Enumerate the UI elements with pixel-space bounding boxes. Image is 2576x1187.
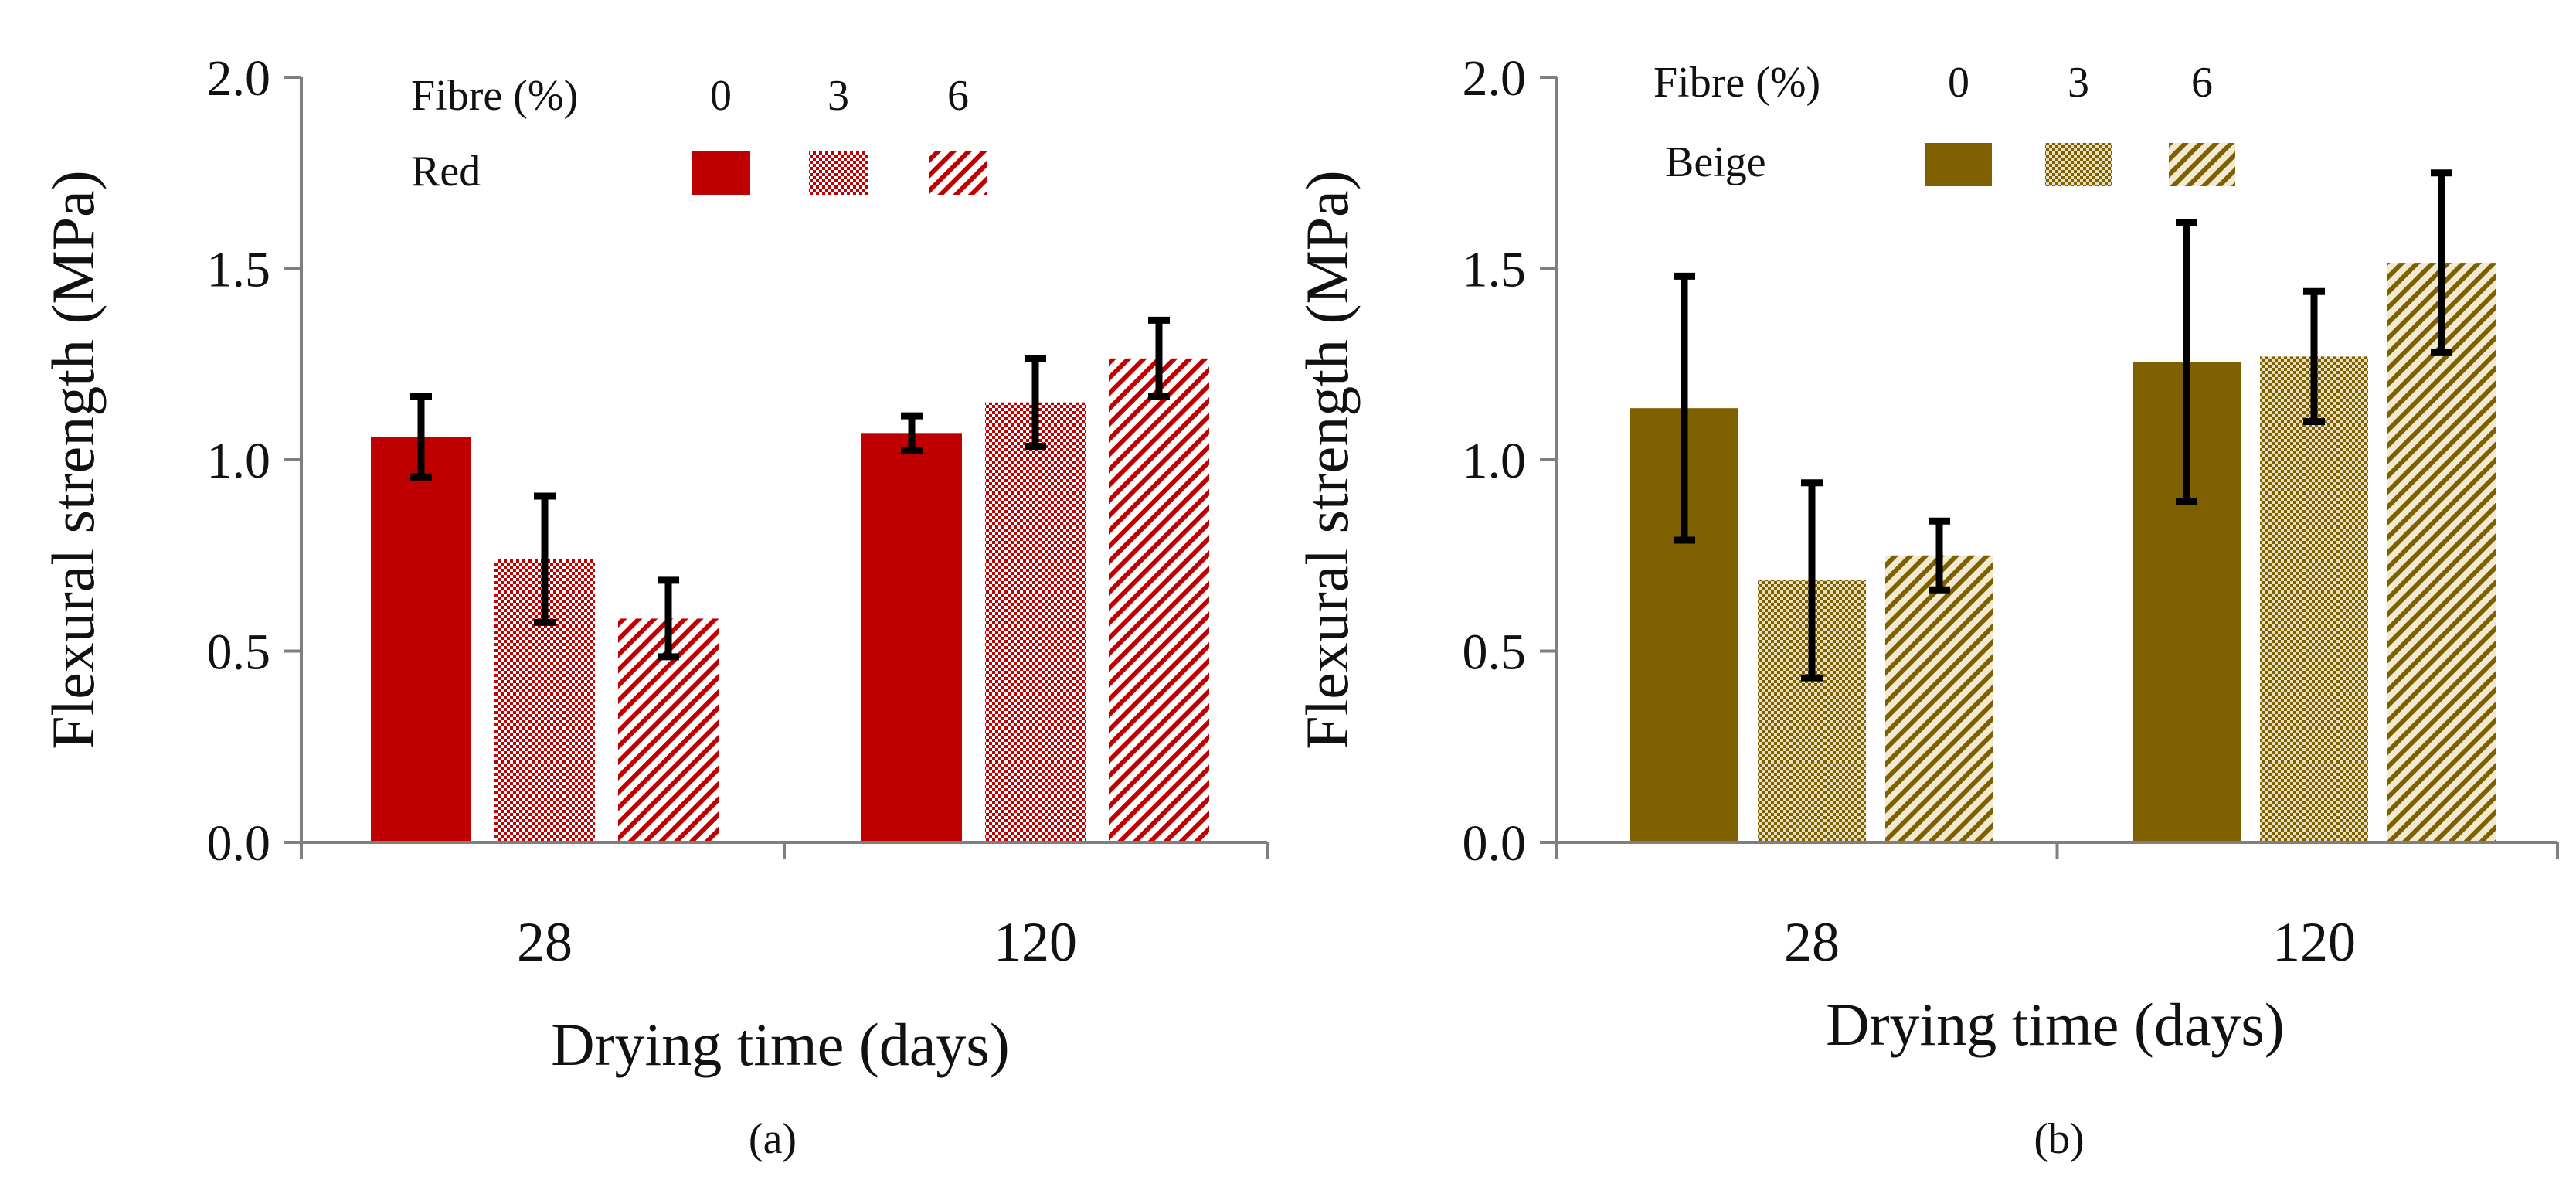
legend-entry-label: 3 [828, 72, 849, 120]
error-bar-group [1674, 169, 2452, 682]
y-tick-labels: 0.0 0.5 1.0 1.5 2.0 [1463, 50, 1527, 872]
legend-swatches [692, 151, 987, 195]
error-bar [534, 492, 556, 626]
legend-swatch [2169, 143, 2235, 186]
legend-swatch [809, 151, 868, 195]
error-bar [901, 412, 923, 454]
bar-group [371, 358, 1209, 842]
bar [371, 437, 471, 842]
bar [1109, 358, 1209, 842]
bar [861, 433, 962, 842]
legend-swatch [1925, 143, 1992, 186]
y-tick-label: 0.0 [207, 815, 271, 872]
x-category-label: 120 [2272, 911, 2356, 973]
bar-group [1630, 263, 2496, 843]
legend-title: Fibre (%) [411, 72, 578, 120]
axes [284, 76, 1269, 859]
bar [985, 402, 1086, 842]
error-bar [1801, 479, 1823, 682]
chart-panel-a: 0.0 0.5 1.0 1.5 2.0 28 120 Drying time (… [39, 50, 1269, 1163]
y-tick-label: 0.5 [207, 624, 271, 681]
y-tick-label: 1.0 [207, 433, 271, 489]
y-tick-label: 1.5 [207, 242, 271, 298]
y-tick-label: 1.0 [1463, 433, 1527, 489]
bar [2260, 356, 2368, 843]
x-category-labels: 28 120 [1784, 911, 2356, 973]
x-axis-title: Drying time (days) [551, 1011, 1010, 1078]
error-bar [1674, 272, 1695, 544]
error-bar [2176, 219, 2197, 505]
x-category-label: 120 [994, 911, 1077, 973]
y-tick-label: 2.0 [1463, 50, 1527, 107]
y-tick-label: 2.0 [207, 50, 271, 107]
error-bar [1025, 355, 1046, 451]
bar [2387, 263, 2496, 842]
y-tick-labels: 0.0 0.5 1.0 1.5 2.0 [207, 50, 271, 872]
legend-entry-label: 6 [947, 72, 969, 120]
error-bar-group [410, 316, 1170, 661]
error-bar [1929, 517, 1950, 594]
legend-entry-label: 6 [2191, 59, 2213, 107]
error-bar [410, 393, 432, 481]
panel-label: (a) [749, 1115, 797, 1163]
y-tick-label: 0.5 [1463, 624, 1527, 681]
y-axis-title: Flexural strength (MPa) [1293, 170, 1361, 750]
legend-entry-label: 3 [2068, 59, 2089, 107]
bar [1885, 555, 1993, 842]
y-tick-label: 1.5 [1463, 242, 1527, 298]
y-axis-title: Flexural strength (MPa) [39, 170, 107, 750]
error-bar [2303, 287, 2325, 425]
legend-entry-label: 0 [1948, 59, 1969, 107]
legend-swatch [929, 151, 987, 195]
x-category-label: 28 [1784, 911, 1840, 973]
legend: Fibre (%) Red 0 3 6 [411, 72, 987, 196]
legend-group-label: Red [411, 148, 481, 196]
panel-label: (b) [2034, 1115, 2084, 1163]
legend-title: Fibre (%) [1653, 59, 1820, 107]
x-category-labels: 28 120 [517, 911, 1077, 973]
legend-swatch [2045, 143, 2112, 186]
error-bar [1148, 316, 1170, 400]
legend-group-label: Beige [1665, 138, 1766, 186]
x-category-label: 28 [517, 911, 573, 973]
x-axis-title: Drying time (days) [1826, 991, 2285, 1058]
legend-entry-label: 0 [710, 72, 732, 120]
legend-swatch [692, 151, 750, 195]
y-tick-label: 0.0 [1463, 815, 1527, 872]
chart-panel-b: 0.0 0.5 1.0 1.5 2.0 28 120 Drying time (… [1293, 50, 2559, 1163]
legend: Fibre (%) Beige 0 3 6 [1653, 59, 2235, 186]
legend-swatches [1925, 143, 2235, 186]
error-bar [2431, 169, 2452, 356]
axes [1540, 76, 2559, 859]
error-bar [658, 576, 679, 661]
